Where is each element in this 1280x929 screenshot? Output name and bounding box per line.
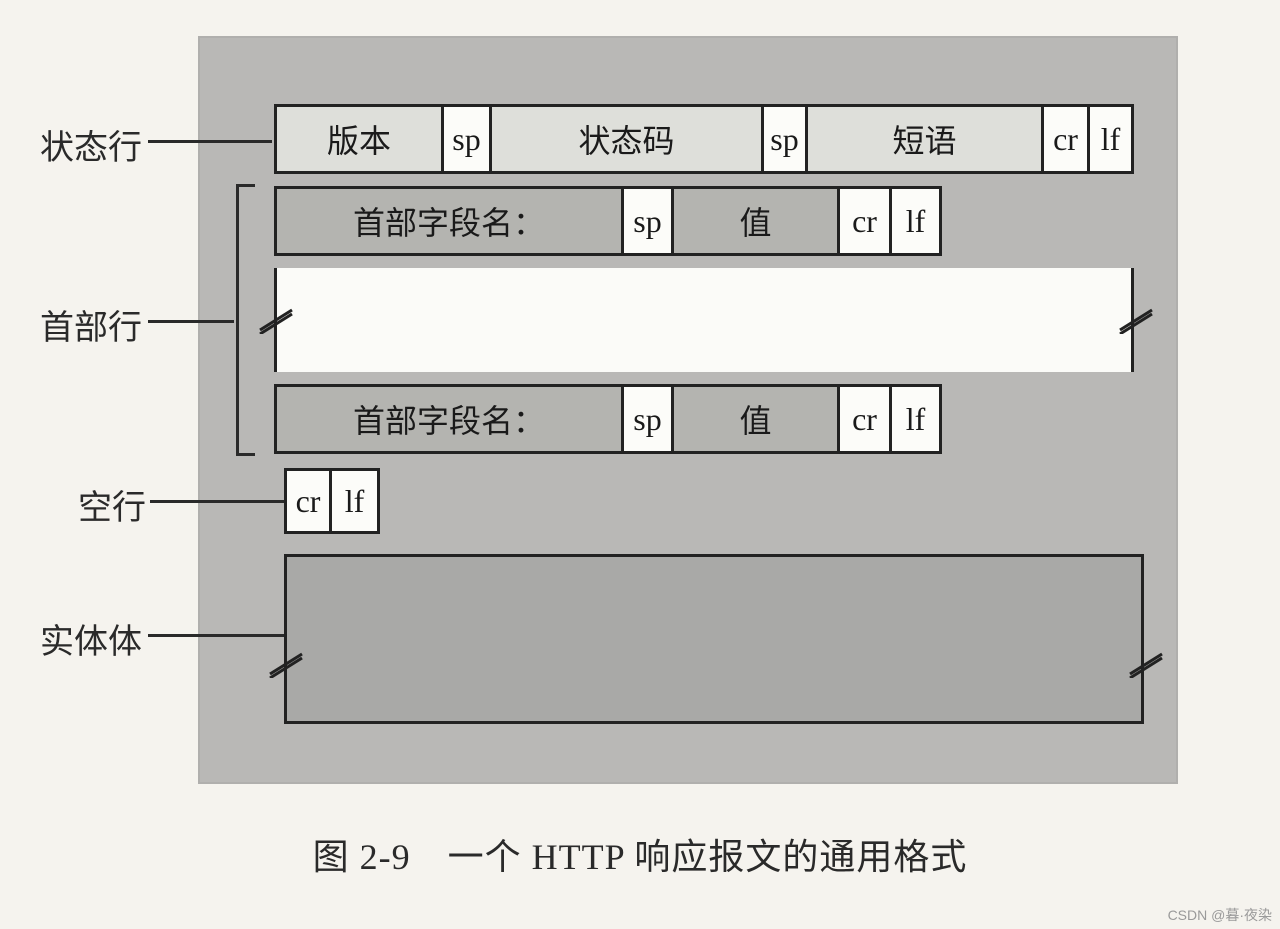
cell-cr: cr — [840, 186, 892, 256]
cell-lf: lf — [892, 186, 942, 256]
cell-首部字段名：: 首部字段名： — [274, 186, 624, 256]
page: 状态行 首部行 空行 实体体 版本sp状态码sp短语crlf 首部字段名：sp值… — [0, 0, 1280, 929]
row-blank-line: crlf — [284, 468, 380, 534]
cell-lf: lf — [892, 384, 942, 454]
cell-cr: cr — [1044, 104, 1090, 174]
connector-status — [148, 140, 272, 143]
figure-caption: 图 2-9 一个 HTTP 响应报文的通用格式 — [0, 828, 1280, 880]
row-status-line: 版本sp状态码sp短语crlf — [274, 104, 1134, 174]
label-status-line: 状态行 — [40, 120, 142, 169]
cell-lf: lf — [1090, 104, 1134, 174]
label-header-lines: 首部行 — [40, 300, 142, 349]
cell-短语: 短语 — [808, 104, 1044, 174]
row-header-1: 首部字段名：sp值crlf — [274, 186, 942, 256]
header-gap-box — [274, 268, 1134, 372]
cell-lf: lf — [332, 468, 380, 534]
label-blank-line: 空行 — [78, 480, 146, 529]
cell-sp: sp — [624, 186, 674, 256]
cell-首部字段名：: 首部字段名： — [274, 384, 624, 454]
cell-sp: sp — [444, 104, 492, 174]
cell-sp: sp — [624, 384, 674, 454]
cell-值: 值 — [674, 186, 840, 256]
bracket-headers — [236, 184, 239, 456]
cell-值: 值 — [674, 384, 840, 454]
row-header-2: 首部字段名：sp值crlf — [274, 384, 942, 454]
cell-cr: cr — [840, 384, 892, 454]
label-entity-body: 实体体 — [40, 614, 142, 663]
entity-body-box — [284, 554, 1144, 724]
cell-sp: sp — [764, 104, 808, 174]
cell-状态码: 状态码 — [492, 104, 764, 174]
connector-headers — [148, 320, 234, 323]
connector-blank — [150, 500, 284, 503]
watermark: CSDN @暮·夜染 — [1168, 905, 1272, 925]
cell-cr: cr — [284, 468, 332, 534]
connector-body — [148, 634, 284, 637]
cell-版本: 版本 — [274, 104, 444, 174]
